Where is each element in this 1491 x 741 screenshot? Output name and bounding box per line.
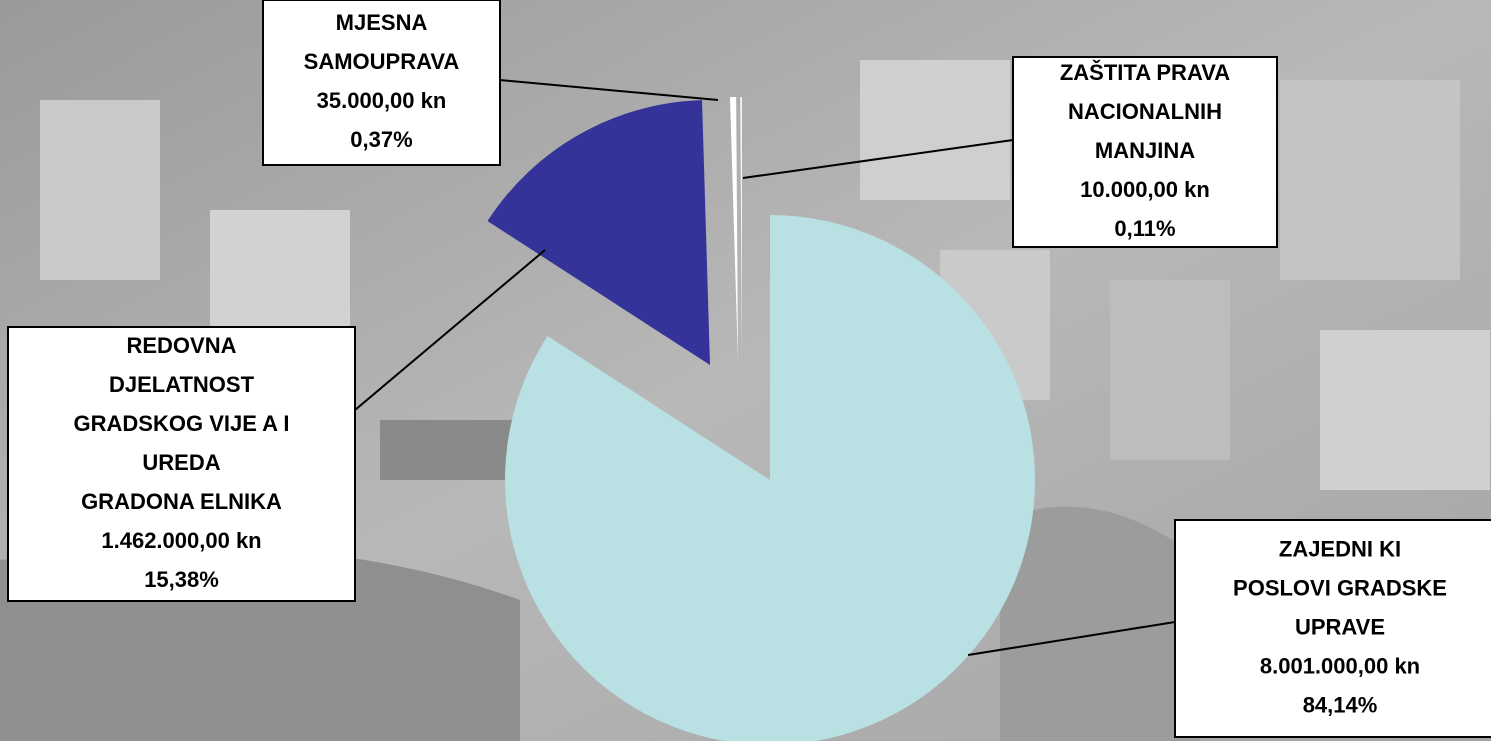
pie-slice <box>505 215 1035 741</box>
slice-label: POSLOVI GRADSKE <box>1233 575 1447 600</box>
slice-label: 8.001.000,00 kn <box>1260 653 1420 678</box>
slice-label: 0,37% <box>350 127 412 152</box>
slice-label: 10.000,00 kn <box>1080 177 1210 202</box>
leader-line <box>354 249 546 411</box>
slice-label: 15,38% <box>144 567 219 592</box>
leader-line <box>967 621 1176 656</box>
slice-label: 0,11% <box>1114 216 1175 241</box>
slice-label: NACIONALNIH <box>1068 99 1222 124</box>
slice-label: REDOVNA <box>126 333 236 358</box>
slice-label: 1.462.000,00 kn <box>101 528 261 553</box>
slice-label: ZAŠTITA PRAVA <box>1060 60 1230 85</box>
label-box <box>262 0 501 166</box>
slice-label: 84,14% <box>1303 692 1378 717</box>
slice-label: SAMOUPRAVA <box>304 49 460 74</box>
pie-slice <box>740 97 742 362</box>
slice-label: DJELATNOST <box>109 372 255 397</box>
slice-label: ZAJEDNI KI <box>1279 536 1401 561</box>
slice-label: GRADONA ELNIKA <box>81 489 282 514</box>
slice-label: UREDA <box>142 450 220 475</box>
pie-slice <box>730 97 738 362</box>
label-box <box>7 326 356 602</box>
slice-label: GRADSKOG VIJE A I <box>74 411 290 436</box>
leader-line <box>499 79 719 101</box>
plot: ZAJEDNI KI POSLOVI GRADSKE UPRAVE 8.001.000… <box>7 0 1491 741</box>
slice-label: 35.000,00 kn <box>317 88 447 113</box>
leader-line <box>742 139 1014 179</box>
slice-label: MJESNA <box>336 10 428 35</box>
label-box <box>1012 56 1278 248</box>
slice-label: UPRAVE <box>1295 614 1385 639</box>
label-box <box>1174 519 1491 738</box>
slice-label: MANJINA <box>1095 138 1195 163</box>
pie-slice <box>487 100 710 365</box>
